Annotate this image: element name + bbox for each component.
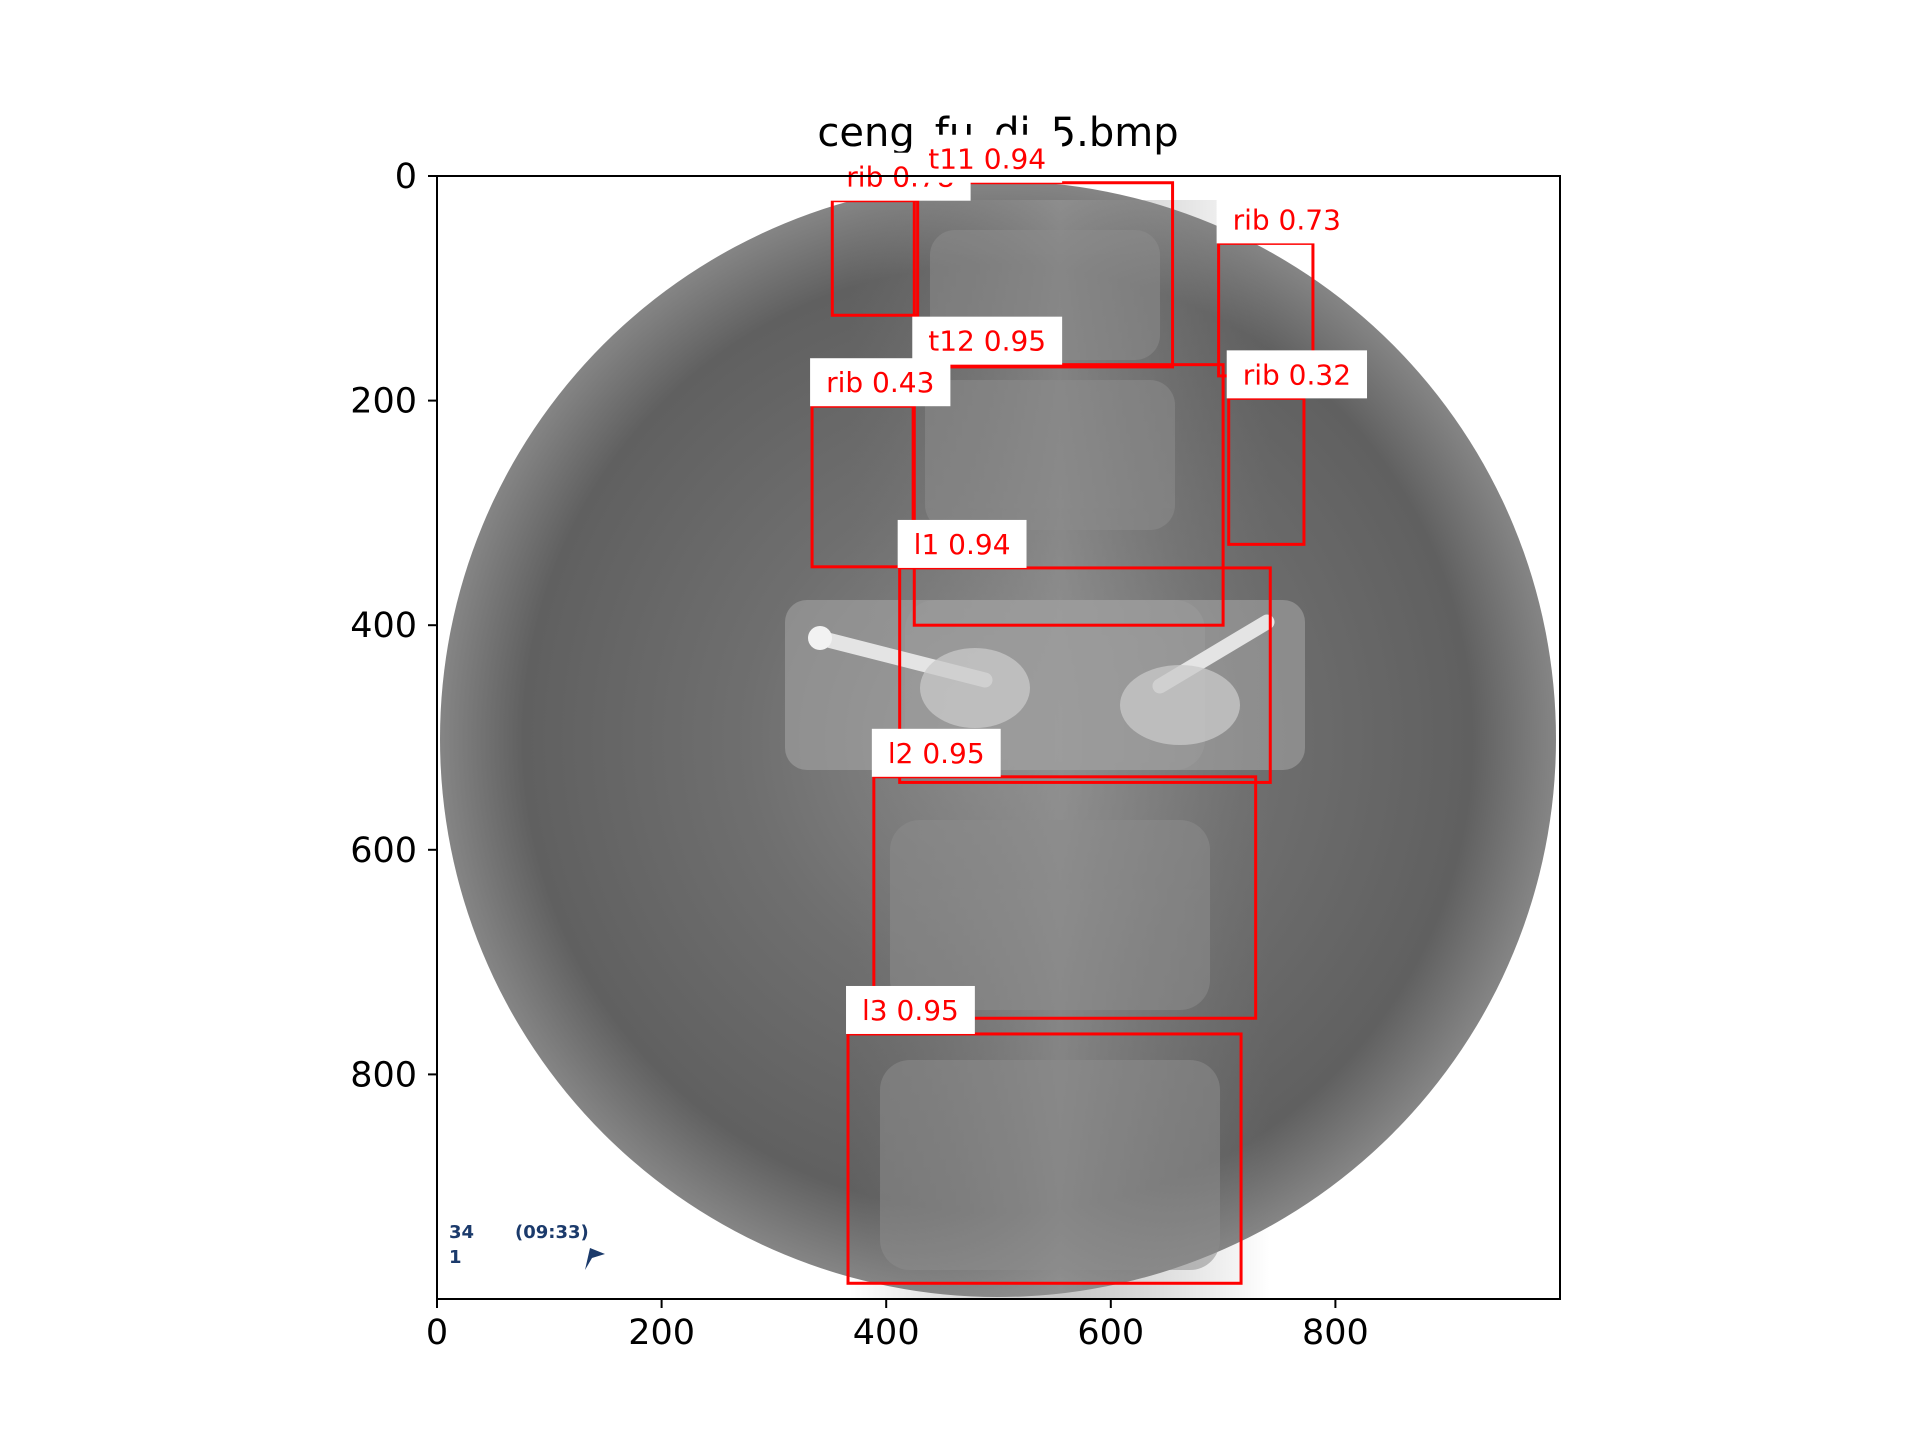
y-tick-label: 800 — [350, 1055, 417, 1095]
detection-label-rib: rib 0.73 — [1233, 203, 1341, 236]
overlay-time: (09:33) — [515, 1222, 589, 1243]
detection-label-bg — [897, 519, 1027, 568]
x-tick-label: 200 — [628, 1313, 695, 1353]
y-tick-label: 200 — [350, 382, 417, 422]
flag-icon — [585, 1248, 605, 1270]
y-tick-label: 600 — [350, 831, 417, 871]
detection-label-l1: l1 0.94 — [914, 528, 1011, 561]
detection-label-rib: rib 0.43 — [826, 366, 934, 399]
x-tick-label: 0 — [426, 1313, 448, 1353]
detection-label-bg — [912, 316, 1063, 365]
detection-label-bg — [912, 134, 1063, 183]
y-tick-label: 0 — [395, 157, 417, 197]
detection-label-l2: l2 0.95 — [888, 737, 985, 770]
detection-label-bg — [846, 985, 975, 1034]
detection-label-bg — [871, 728, 1001, 777]
detection-box-l1 — [898, 566, 1272, 784]
image-overlay-text: 34 (09:33) 1 — [449, 1222, 605, 1270]
detection-box-l2 — [872, 775, 1258, 1020]
x-axis: 0 200 400 600 800 — [426, 1299, 1369, 1353]
detection-label-bg — [1216, 195, 1357, 244]
x-tick-label: 600 — [1077, 1313, 1144, 1353]
detection-box-l3 — [846, 1032, 1243, 1285]
axes-frame — [436, 175, 1561, 1300]
overlay-number-1: 1 — [449, 1247, 462, 1268]
detection-label-bg — [1226, 350, 1368, 399]
x-tick-label: 400 — [853, 1313, 920, 1353]
x-tick-label: 800 — [1302, 1313, 1369, 1353]
implant-hardware — [785, 600, 1305, 770]
detection-label-rib: rib 0.32 — [1243, 358, 1351, 391]
detection-label-t12: t12 0.95 — [928, 325, 1046, 358]
detection-label-bg — [810, 358, 951, 407]
overlay-number-34: 34 — [449, 1222, 474, 1243]
detection-label-l3: l3 0.95 — [862, 994, 959, 1027]
detection-label-t11: t11 0.94 — [928, 143, 1046, 176]
y-axis: 0 200 400 600 800 — [350, 157, 437, 1095]
y-tick-label: 400 — [350, 606, 417, 646]
